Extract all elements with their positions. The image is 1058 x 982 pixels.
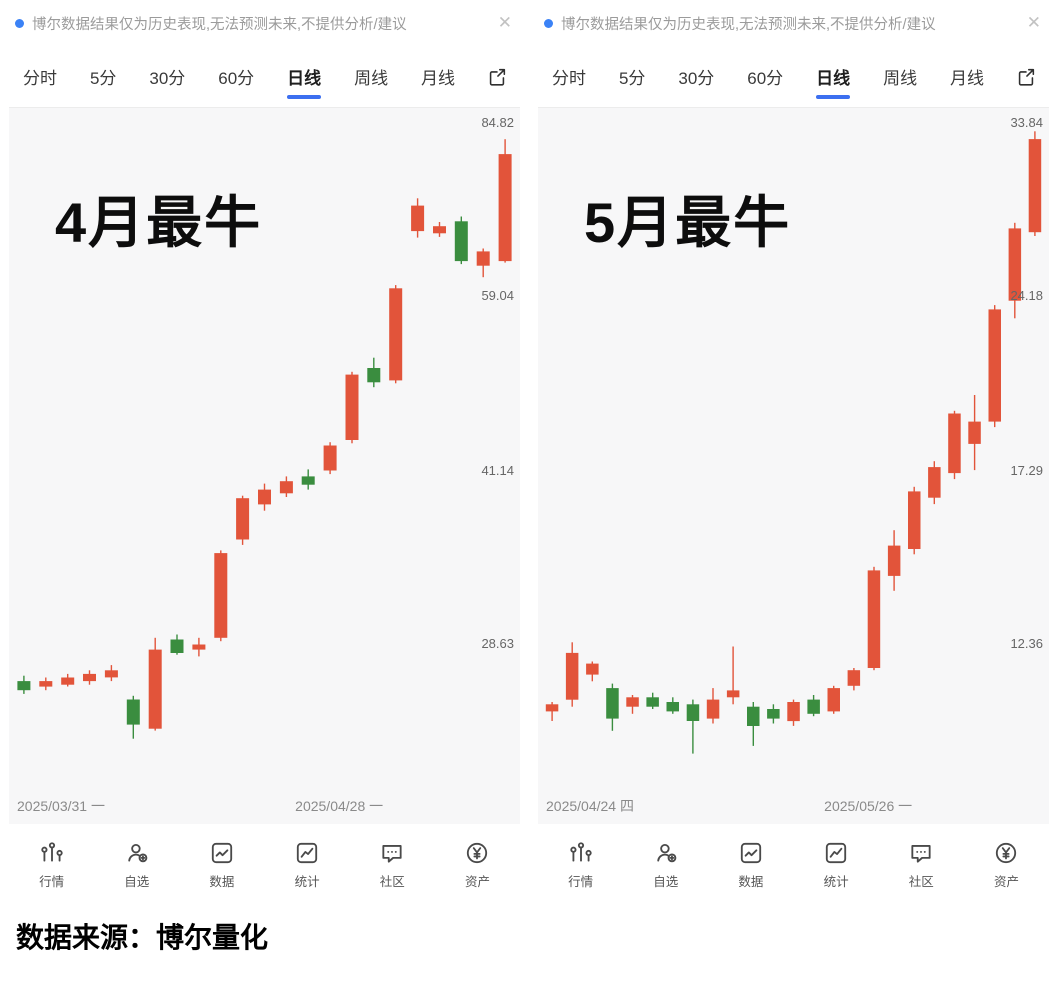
close-icon[interactable]: ✕ xyxy=(497,13,512,32)
nav-item-stats[interactable]: 统计 xyxy=(265,840,350,890)
assets-yen-icon xyxy=(993,840,1019,866)
nav-item-assets[interactable]: 资产 xyxy=(964,840,1049,890)
disclaimer-bar: 博尔数据结果仅为历史表现,无法预测未来,不提供分析/建议 ✕ xyxy=(9,0,520,46)
x-axis-date-mid: 2025/04/28 一 xyxy=(295,798,384,814)
tab-daily[interactable]: 日线 xyxy=(814,54,852,99)
assets-yen-icon xyxy=(464,840,490,866)
data-chart-icon xyxy=(738,840,764,866)
watchlist-person-icon xyxy=(124,840,150,866)
nav-item-stats[interactable]: 统计 xyxy=(794,840,879,890)
nav-label: 社区 xyxy=(379,875,405,889)
chart-panel-may: 博尔数据结果仅为历史表现,无法预测未来,不提供分析/建议 ✕ 分时 5分 30分… xyxy=(529,0,1058,898)
candlestick-chart-april[interactable]: 4月最牛 84.82 59.04 41.14 28.63 2025/03/31 … xyxy=(9,108,520,824)
candles-canvas xyxy=(17,139,512,739)
disclaimer-text: 博尔数据结果仅为历史表现,无法预测未来,不提供分析/建议 xyxy=(32,16,407,33)
community-chat-icon xyxy=(908,840,934,866)
tab-monthly[interactable]: 月线 xyxy=(421,69,456,88)
bullet-dot-icon xyxy=(15,18,24,28)
nav-item-data[interactable]: 数据 xyxy=(708,840,793,890)
tab-5min[interactable]: 5分 xyxy=(89,69,117,88)
nav-item-watchlist[interactable]: 自选 xyxy=(94,840,179,890)
bullet-dot-icon xyxy=(544,18,553,28)
stats-chart-icon xyxy=(823,840,849,866)
export-icon[interactable] xyxy=(486,66,508,88)
export-icon[interactable] xyxy=(1015,66,1037,88)
stats-chart-icon xyxy=(294,840,320,866)
nav-label: 统计 xyxy=(294,875,320,889)
tab-intraday[interactable]: 分时 xyxy=(552,69,586,88)
nav-label: 自选 xyxy=(653,875,679,889)
tab-30min[interactable]: 30分 xyxy=(149,69,186,88)
nav-label: 数据 xyxy=(209,875,235,889)
nav-label: 自选 xyxy=(124,875,150,889)
nav-item-watchlist[interactable]: 自选 xyxy=(623,840,708,890)
period-tab-bar: 分时 5分 30分 60分 日线 周线 月线 xyxy=(9,46,520,108)
bottom-nav: 行情 自选 数据 统计 社区 资产 xyxy=(9,824,520,898)
data-chart-icon xyxy=(209,840,235,866)
disclaimer-text: 博尔数据结果仅为历史表现,无法预测未来,不提供分析/建议 xyxy=(561,16,936,33)
tab-daily[interactable]: 日线 xyxy=(285,54,323,99)
nav-item-community[interactable]: 社区 xyxy=(879,840,964,890)
close-icon[interactable]: ✕ xyxy=(1026,13,1041,32)
tab-60min[interactable]: 60分 xyxy=(218,69,255,88)
nav-label: 资产 xyxy=(993,875,1019,889)
watermark-title: 5月最牛 xyxy=(584,191,792,254)
y-axis-label: 84.82 xyxy=(481,115,514,130)
nav-label: 数据 xyxy=(738,875,764,889)
disclaimer-bar: 博尔数据结果仅为历史表现,无法预测未来,不提供分析/建议 ✕ xyxy=(538,0,1049,46)
tab-weekly[interactable]: 周线 xyxy=(883,69,918,88)
tab-60min[interactable]: 60分 xyxy=(747,69,784,88)
watchlist-person-icon xyxy=(653,840,679,866)
nav-label: 社区 xyxy=(908,875,934,889)
community-chat-icon xyxy=(379,840,405,866)
tab-monthly[interactable]: 月线 xyxy=(950,69,985,88)
x-axis-date-mid: 2025/05/26 一 xyxy=(824,798,913,814)
y-axis-label: 12.36 xyxy=(1010,636,1043,651)
y-axis-label: 24.18 xyxy=(1010,288,1043,303)
tab-5min[interactable]: 5分 xyxy=(618,69,646,88)
nav-item-quotes[interactable]: 行情 xyxy=(538,840,623,890)
bottom-nav: 行情 自选 数据 统计 社区 资产 xyxy=(538,824,1049,898)
chart-panel-april: 博尔数据结果仅为历史表现,无法预测未来,不提供分析/建议 ✕ 分时 5分 30分… xyxy=(0,0,529,898)
nav-label: 行情 xyxy=(39,875,65,889)
candlestick-chart-may[interactable]: 5月最牛 33.84 24.18 17.29 12.36 2025/04/24 … xyxy=(538,108,1049,824)
dual-chart-layout: 博尔数据结果仅为历史表现,无法预测未来,不提供分析/建议 ✕ 分时 5分 30分… xyxy=(0,0,1058,898)
y-axis-label: 28.63 xyxy=(481,636,514,651)
quotes-bars-icon xyxy=(568,840,594,866)
y-axis-label: 59.04 xyxy=(481,288,514,303)
nav-item-quotes[interactable]: 行情 xyxy=(9,840,94,890)
data-source-caption: 数据来源：博尔量化 xyxy=(16,922,269,953)
tab-weekly[interactable]: 周线 xyxy=(354,69,389,88)
watermark-title: 4月最牛 xyxy=(55,191,263,254)
y-axis-label: 33.84 xyxy=(1010,115,1043,130)
nav-label: 统计 xyxy=(823,875,849,889)
nav-item-community[interactable]: 社区 xyxy=(350,840,435,890)
tab-intraday[interactable]: 分时 xyxy=(23,69,57,88)
y-axis-label: 41.14 xyxy=(481,463,514,478)
tab-30min[interactable]: 30分 xyxy=(678,69,715,88)
quotes-bars-icon xyxy=(39,840,65,866)
period-tab-bar: 分时 5分 30分 60分 日线 周线 月线 xyxy=(538,46,1049,108)
x-axis-date-start: 2025/03/31 一 xyxy=(17,798,105,814)
nav-label: 行情 xyxy=(568,875,594,889)
y-axis-label: 17.29 xyxy=(1010,463,1043,478)
x-axis-date-start: 2025/04/24 四 xyxy=(546,798,634,814)
nav-label: 资产 xyxy=(464,875,490,889)
nav-item-assets[interactable]: 资产 xyxy=(435,840,520,890)
candles-canvas xyxy=(545,131,1042,754)
nav-item-data[interactable]: 数据 xyxy=(179,840,264,890)
